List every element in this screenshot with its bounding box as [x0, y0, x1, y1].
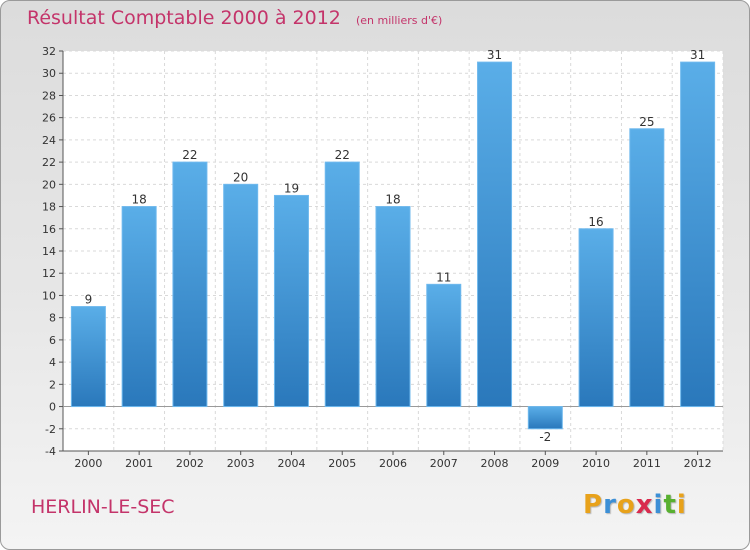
chart-title: Résultat Comptable 2000 à 2012 (en milli… [27, 7, 442, 29]
bar [70, 306, 106, 408]
value-label: 31 [690, 48, 705, 62]
y-tick-label: -2 [45, 423, 56, 436]
bar [680, 61, 716, 408]
value-label: 19 [284, 181, 299, 195]
bar [629, 128, 665, 408]
x-tick-label: 2008 [481, 457, 509, 470]
value-label: 31 [487, 48, 502, 62]
y-tick-label: 30 [42, 67, 56, 80]
bar [375, 206, 411, 408]
y-tick-label: 22 [42, 156, 56, 169]
x-tick-label: 2003 [227, 457, 255, 470]
logo-letter: o [616, 490, 636, 520]
bar [172, 161, 208, 408]
bar [273, 194, 309, 408]
value-label: 11 [436, 270, 451, 284]
x-tick-label: 2004 [277, 457, 305, 470]
value-label: 18 [385, 193, 400, 207]
logo-letter: i [653, 490, 664, 520]
y-tick-label: -4 [45, 445, 56, 458]
value-label: -2 [539, 430, 551, 444]
x-tick-label: 2000 [74, 457, 102, 470]
y-tick-label: 14 [42, 245, 56, 258]
value-label: 18 [132, 193, 147, 207]
y-tick-label: 2 [49, 378, 56, 391]
y-tick-label: 16 [42, 223, 56, 236]
y-tick-label: 24 [42, 134, 56, 147]
value-label: 16 [588, 215, 603, 229]
bar [121, 206, 157, 408]
x-tick-label: 2009 [531, 457, 559, 470]
proxiti-logo: Proxiti [583, 490, 687, 520]
y-tick-label: 8 [49, 312, 56, 325]
y-tick-label: 4 [49, 356, 56, 369]
bar [578, 228, 614, 408]
x-tick-label: 2007 [430, 457, 458, 470]
y-tick-label: 10 [42, 289, 56, 302]
x-tick-label: 2012 [684, 457, 712, 470]
value-label: 20 [233, 170, 248, 184]
commune-name: HERLIN-LE-SEC [31, 496, 175, 518]
x-tick-label: 2002 [176, 457, 204, 470]
chart-unit: (en milliers d'€) [355, 14, 443, 27]
logo-letter: P [583, 490, 604, 520]
chart-title-text: Résultat Comptable 2000 à 2012 [27, 7, 341, 29]
logo-letter: x [635, 490, 654, 520]
y-tick-label: 18 [42, 201, 56, 214]
bar [477, 61, 513, 408]
bar [223, 183, 259, 408]
y-tick-label: 12 [42, 267, 56, 280]
bar [426, 283, 462, 408]
y-tick-label: 32 [42, 45, 56, 58]
value-label: 9 [85, 293, 93, 307]
x-tick-label: 2011 [633, 457, 661, 470]
value-label: 22 [335, 148, 350, 162]
x-tick-label: 2010 [582, 457, 610, 470]
value-label: 22 [182, 148, 197, 162]
y-tick-label: 0 [49, 401, 56, 414]
y-tick-label: 28 [42, 89, 56, 102]
y-tick-label: 6 [49, 334, 56, 347]
bar [324, 161, 360, 408]
value-label: 25 [639, 115, 654, 129]
bar [527, 406, 563, 430]
x-tick-label: 2005 [328, 457, 356, 470]
logo-letter: r [603, 490, 617, 520]
y-tick-label: 20 [42, 178, 56, 191]
logo-letter: i [676, 490, 687, 520]
logo-letter: t [663, 490, 677, 520]
x-tick-label: 2001 [125, 457, 153, 470]
x-tick-label: 2006 [379, 457, 407, 470]
y-tick-label: 26 [42, 112, 56, 125]
